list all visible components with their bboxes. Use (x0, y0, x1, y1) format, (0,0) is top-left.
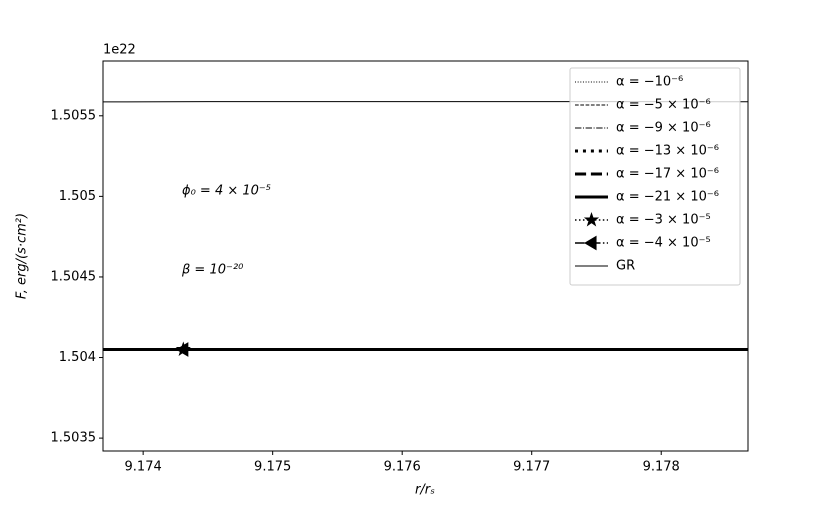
legend: α = −10⁻⁶ α = −5 × 10⁻⁶ α = −9 × 10⁻⁶ α = −… (569, 67, 741, 286)
series-marker (175, 342, 189, 357)
legend-frame (569, 67, 741, 286)
y-tick-label: 1.5045 (51, 269, 97, 284)
legend-label: α = −13 × 10⁻⁶ (616, 144, 719, 159)
x-tick-label: 9.178 (643, 460, 680, 475)
legend-label: α = −3 × 10⁻⁵ (616, 213, 711, 228)
y-tick-label: 1.504 (59, 350, 96, 365)
y-tick-label: 1.5035 (51, 431, 97, 446)
annotation: ϕ₀ = 4 × 10⁻⁵ (182, 184, 271, 199)
legend-label: α = −5 × 10⁻⁶ (616, 98, 711, 113)
legend-label: α = −10⁻⁶ (616, 75, 683, 90)
legend-marker (583, 211, 600, 227)
offset-text: 1e22 (103, 43, 136, 58)
plot-area (103, 101, 748, 357)
legend-label: α = −9 × 10⁻⁶ (616, 121, 711, 136)
legend-label: α = −17 × 10⁻⁶ (616, 167, 719, 182)
axes-frame (102, 60, 749, 452)
x-tick-label: 9.175 (254, 460, 291, 475)
annotation: β = 10⁻²⁰ (181, 263, 244, 278)
legend-label: α = −4 × 10⁻⁵ (616, 236, 711, 251)
x-tick-label: 9.177 (513, 460, 550, 475)
legend-label: α = −21 × 10⁻⁶ (616, 190, 719, 205)
x-tick-label: 9.176 (384, 460, 421, 475)
y-tick-label: 1.5055 (51, 108, 97, 123)
legend-label: GR (616, 259, 635, 274)
x-axis-label: r/rₛ (415, 483, 435, 498)
x-tick-label: 9.174 (125, 460, 162, 475)
legend-marker (584, 235, 597, 251)
y-axis-label: F, erg/(s·cm²) (15, 213, 30, 299)
y-tick-label: 1.505 (59, 189, 96, 204)
